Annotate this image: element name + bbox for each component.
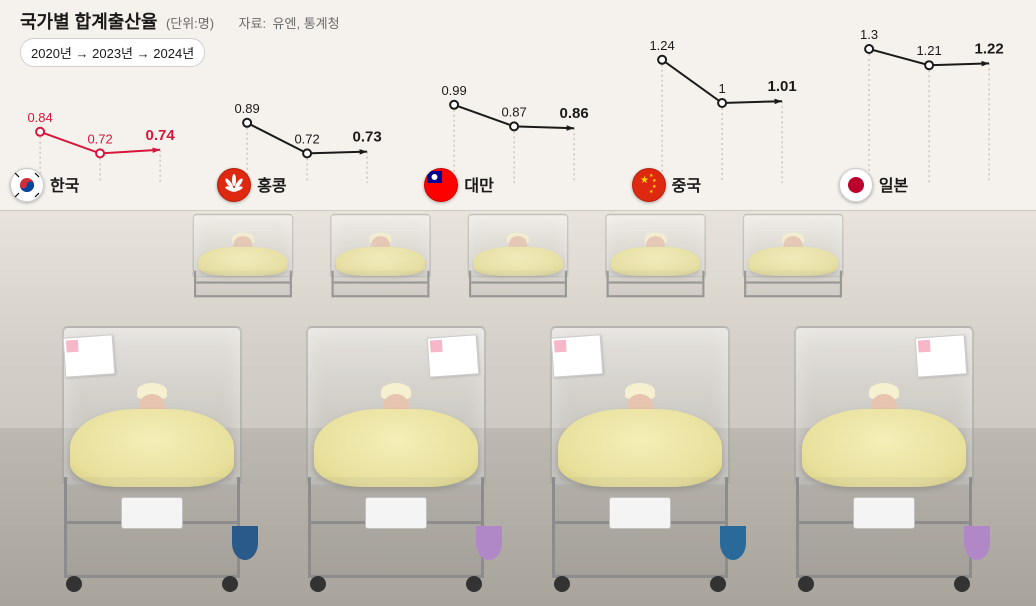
- crib: [460, 214, 575, 300]
- wheel-icon: [710, 576, 726, 592]
- country-name-jp: 일본: [879, 172, 908, 196]
- crib-front-row: [0, 326, 1036, 586]
- baby-blanket: [558, 409, 722, 487]
- crib: [296, 326, 496, 586]
- photo-area: [0, 210, 1036, 606]
- crib-frame: [331, 271, 429, 298]
- country-panel-jp: 1.3 1.21 1.22 일본: [829, 30, 1036, 210]
- baby-blanket: [314, 409, 478, 487]
- baby-blanket: [70, 409, 234, 487]
- hanging-basket: [720, 526, 746, 560]
- hanging-basket: [232, 526, 258, 560]
- crib: [323, 214, 438, 300]
- wipes-box: [121, 497, 183, 529]
- value-label: 1.24: [649, 38, 674, 53]
- country-panel-cn: 1.24 1 1.01 ★★★★★중국: [622, 30, 829, 210]
- wheel-icon: [66, 576, 82, 592]
- svg-text:★: ★: [649, 189, 654, 195]
- crib: [598, 214, 713, 300]
- wheel-icon: [310, 576, 326, 592]
- value-label: 0.84: [27, 110, 52, 125]
- crib-card: [551, 335, 604, 378]
- crib-shelf: [334, 282, 428, 284]
- hanging-basket: [964, 526, 990, 560]
- wheel-icon: [954, 576, 970, 592]
- value-label: 0.74: [146, 127, 176, 144]
- crib-frame: [607, 271, 705, 298]
- value-label: 0.87: [502, 104, 527, 119]
- crib: [52, 326, 252, 586]
- svg-text:★: ★: [640, 175, 649, 186]
- country-panel-tw: 0.99 0.87 0.86 대만: [414, 30, 621, 210]
- wheel-icon: [466, 576, 482, 592]
- value-label: 1.21: [916, 43, 941, 58]
- baby-blanket: [802, 409, 966, 487]
- chart-row: 0.84 0.72 0.74 한국 0.89 0.72 0.73 홍콩 0.99 0.87 0.8…: [0, 30, 1036, 210]
- crib-shelf: [609, 282, 703, 284]
- value-label: 0.89: [235, 101, 260, 116]
- flag-kr-icon: [10, 168, 44, 202]
- crib-shelf: [471, 282, 565, 284]
- value-label: 0.72: [295, 131, 320, 146]
- crib: [736, 214, 851, 300]
- crib-shelf: [196, 282, 290, 284]
- crib-card: [915, 335, 968, 378]
- country-panel-kr: 0.84 0.72 0.74 한국: [0, 30, 207, 210]
- crib: [185, 214, 300, 300]
- flag-jp-icon: [839, 168, 873, 202]
- value-label: 0.73: [353, 129, 382, 146]
- flag-tw-icon: [424, 168, 458, 202]
- wipes-box: [609, 497, 671, 529]
- chart-source-label: 자료:: [239, 16, 267, 31]
- crib-frame: [194, 271, 292, 298]
- flag-cn-icon: ★★★★★: [632, 168, 666, 202]
- wipes-box: [365, 497, 427, 529]
- chart-unit: (단위:명): [166, 16, 214, 31]
- wheel-icon: [798, 576, 814, 592]
- crib-card: [427, 335, 480, 378]
- value-label: 1.3: [860, 30, 878, 42]
- wipes-box: [853, 497, 915, 529]
- country-name-cn: 중국: [672, 172, 701, 196]
- wheel-icon: [554, 576, 570, 592]
- country-panel-hk: 0.89 0.72 0.73 홍콩: [207, 30, 414, 210]
- value-label: 1: [718, 81, 725, 96]
- flag-hk-icon: [217, 168, 251, 202]
- crib-shelf: [746, 282, 840, 284]
- value-label: 1.01: [767, 78, 796, 95]
- value-label: 0.72: [87, 131, 112, 146]
- crib-frame: [469, 271, 567, 298]
- country-name-hk: 홍콩: [257, 172, 286, 196]
- crib: [784, 326, 984, 586]
- country-name-kr: 한국: [50, 172, 79, 196]
- wheel-icon: [222, 576, 238, 592]
- country-name-tw: 대만: [464, 172, 493, 196]
- hanging-basket: [476, 526, 502, 560]
- crib-back-row: [145, 214, 891, 300]
- crib-frame: [744, 271, 842, 298]
- chart-source: 유엔, 통계청: [273, 16, 340, 31]
- value-label: 0.86: [560, 105, 589, 122]
- value-label: 0.99: [442, 83, 467, 98]
- value-label: 1.22: [974, 40, 1003, 57]
- crib: [540, 326, 740, 586]
- crib-card: [63, 335, 116, 378]
